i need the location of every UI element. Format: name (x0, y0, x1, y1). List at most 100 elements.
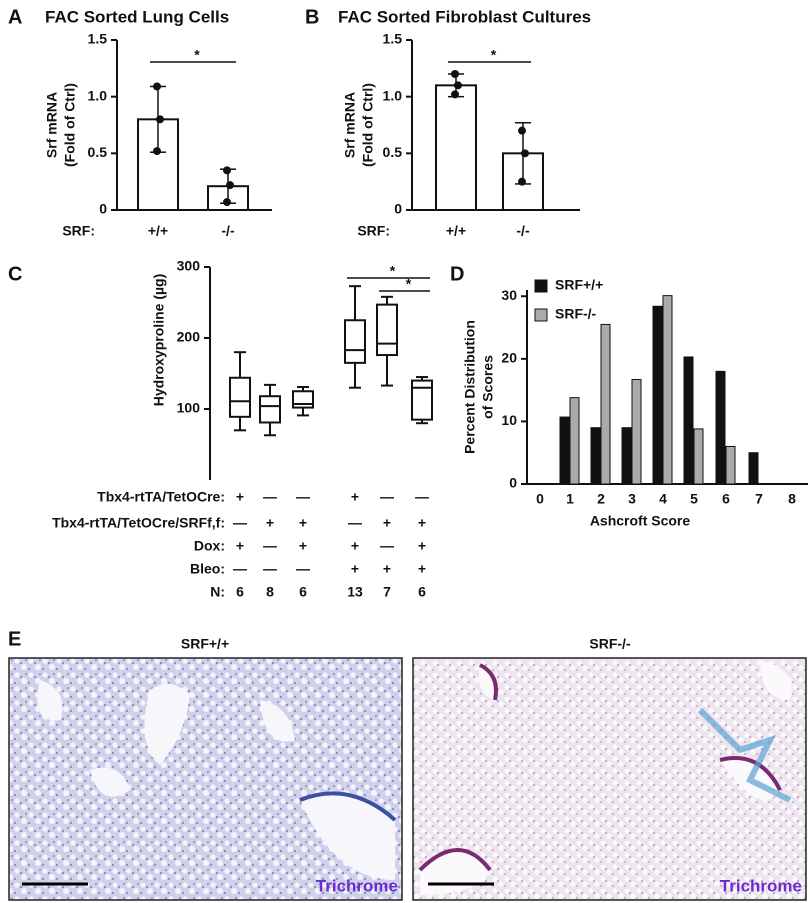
table-cell: — (233, 561, 247, 577)
x-prefix: SRF: (62, 223, 95, 239)
y-axis-label: Hydroxyproline (µg) (151, 274, 167, 407)
bar (559, 416, 570, 485)
x-tick-label: 4 (659, 491, 667, 507)
data-point (518, 177, 526, 186)
image-title: SRF+/+ (181, 636, 229, 652)
legend-label: SRF-/- (555, 306, 597, 322)
data-point (153, 82, 161, 91)
y-tick-label: 20 (501, 350, 517, 366)
bar (715, 370, 726, 485)
bar (683, 356, 694, 485)
x-tick-label: 8 (788, 491, 796, 507)
bar (693, 428, 704, 485)
legend-label: SRF+/+ (555, 277, 603, 293)
bar (590, 427, 601, 485)
y-axis-label: Srf mRNA (342, 92, 358, 158)
x-tick-label: 7 (755, 491, 763, 507)
table-cell: 8 (266, 584, 274, 600)
y-tick-label: 0.5 (88, 144, 108, 160)
y-axis-label: Srf mRNA (44, 92, 60, 158)
table-cell: + (351, 561, 359, 577)
bar (725, 445, 736, 485)
y-tick-label: 0.5 (383, 144, 403, 160)
micrograph (412, 657, 807, 901)
stain-label: Trichrome (720, 876, 802, 895)
y-tick-label: 0 (394, 201, 402, 217)
data-point (521, 149, 529, 158)
y-axis-label: of Scores (480, 355, 496, 419)
y-axis-label: (Fold of Ctrl) (360, 83, 376, 167)
y-tick-label: 1.5 (383, 31, 403, 47)
data-point (451, 90, 459, 99)
row-label: Dox: (194, 538, 225, 554)
table-cell: 13 (347, 584, 363, 600)
bar (662, 295, 673, 485)
table-cell: — (233, 515, 247, 531)
y-tick-label: 200 (177, 329, 201, 345)
data-point (518, 126, 526, 135)
significance-star: * (491, 47, 497, 63)
legend-swatch (534, 308, 548, 322)
x-tick-label: -/- (221, 223, 235, 239)
table-cell: 6 (236, 584, 244, 600)
y-tick-label: 1.0 (88, 87, 108, 103)
table-cell: + (383, 561, 391, 577)
x-tick-label: +/+ (446, 223, 466, 239)
table-cell: — (263, 489, 277, 505)
x-tick-label: 6 (722, 491, 730, 507)
table-cell: + (351, 538, 359, 554)
y-tick-label: 1.0 (383, 87, 403, 103)
table-cell: + (418, 561, 426, 577)
stain-label: Trichrome (316, 876, 398, 895)
significance-star: * (390, 263, 396, 279)
table-cell: — (380, 489, 394, 505)
chart-title: FAC Sorted Fibroblast Cultures (338, 7, 591, 26)
data-point (153, 147, 161, 156)
bar (621, 427, 632, 485)
table-cell: + (236, 489, 244, 505)
panel-label: D (450, 263, 464, 285)
table-cell: + (383, 515, 391, 531)
y-axis-label: Percent Distribution (462, 320, 478, 454)
significance-star: * (194, 47, 200, 63)
box (376, 303, 398, 357)
box (344, 319, 366, 364)
table-cell: — (296, 489, 310, 505)
row-label: N: (210, 584, 225, 600)
x-tick-label: 0 (536, 491, 544, 507)
bar (631, 378, 642, 485)
bar (569, 397, 580, 485)
y-tick-label: 0 (509, 475, 517, 491)
box (259, 395, 281, 424)
table-cell: + (351, 489, 359, 505)
row-label: Tbx4-rtTA/TetOCre: (97, 489, 225, 505)
x-tick-label: +/+ (148, 223, 168, 239)
box (292, 390, 314, 409)
panel-label: B (305, 6, 319, 28)
y-tick-label: 30 (501, 287, 517, 303)
data-point (223, 198, 231, 207)
x-tick-label: 2 (597, 491, 605, 507)
table-cell: + (299, 515, 307, 531)
panel-label: E (8, 628, 21, 650)
bar (748, 452, 759, 485)
x-tick-label: 1 (566, 491, 574, 507)
chart-title: FAC Sorted Lung Cells (45, 7, 229, 26)
table-cell: — (263, 538, 277, 554)
table-cell: 6 (418, 584, 426, 600)
table-cell: 6 (299, 584, 307, 600)
x-tick-label: -/- (516, 223, 530, 239)
data-point (223, 166, 231, 175)
y-tick-label: 100 (177, 400, 201, 416)
y-tick-label: 0 (99, 201, 107, 217)
x-tick-label: 5 (690, 491, 698, 507)
x-tick-label: 3 (628, 491, 636, 507)
data-point (226, 181, 234, 190)
y-tick-label: 300 (177, 258, 201, 274)
table-cell: — (415, 489, 429, 505)
micrograph (8, 657, 403, 901)
image-title: SRF-/- (589, 636, 631, 652)
bar (600, 323, 611, 485)
row-label: Bleo: (190, 561, 225, 577)
